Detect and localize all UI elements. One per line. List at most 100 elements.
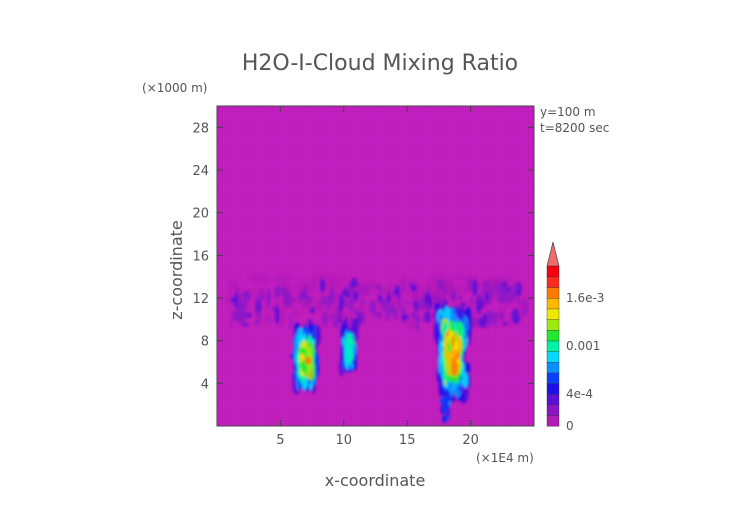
cloud-cell xyxy=(416,298,422,311)
cloud-cell xyxy=(361,299,365,305)
cloud-cell xyxy=(511,282,514,290)
cloud-cell xyxy=(425,288,445,296)
colorbar-segment xyxy=(546,361,560,374)
colorbar-segment xyxy=(546,383,560,395)
cloud-cell xyxy=(434,281,457,289)
cloud-cell xyxy=(236,297,242,312)
cloud-cell xyxy=(511,308,520,324)
cloud-cell xyxy=(422,319,431,323)
y-tick-label: 28 xyxy=(192,121,209,136)
cloud-cell xyxy=(300,347,307,355)
cloud-cell xyxy=(411,296,420,301)
cloud-cell xyxy=(398,294,402,311)
cloud-cell xyxy=(501,311,505,322)
colorbar-segment xyxy=(546,265,560,278)
colorbar-segment xyxy=(546,415,560,427)
cloud-cell xyxy=(271,306,276,312)
cloud-cell xyxy=(332,308,339,313)
colorbar-ticks: 0 4e-4 0.001 1.6e-3 xyxy=(566,291,604,433)
cloud-cell xyxy=(373,284,382,290)
cloud-cell xyxy=(460,302,467,307)
cloud-cell xyxy=(402,314,409,321)
cloud-cell xyxy=(329,287,335,306)
annotation-y: y=100 m xyxy=(540,105,596,119)
cloud-cell xyxy=(462,372,469,388)
cloud-cell xyxy=(472,301,475,314)
cloud-cell xyxy=(423,311,432,323)
cloud-cell xyxy=(257,306,261,324)
cloud-cell xyxy=(496,295,504,303)
y-tick-label: 20 xyxy=(192,207,209,222)
cloud-cell xyxy=(274,306,280,324)
cloud-cell xyxy=(431,276,446,283)
cloud-cell xyxy=(369,308,375,312)
cloud-cell xyxy=(371,313,375,318)
cloud-cell xyxy=(462,362,471,371)
cloud-cell xyxy=(358,311,361,328)
cloud-cell xyxy=(338,293,344,311)
x-tick-label: 5 xyxy=(276,433,284,448)
cloud-cell xyxy=(332,314,341,329)
cloud-cell xyxy=(384,316,391,320)
cloud-cell xyxy=(275,279,292,286)
cloud-cell xyxy=(452,274,462,281)
cloud-cell xyxy=(450,356,459,377)
cloud-cell xyxy=(493,275,515,283)
cloud-cell xyxy=(447,337,452,344)
cloud-cell xyxy=(292,297,298,301)
cloud-cell xyxy=(388,281,392,296)
cloud-cell xyxy=(480,284,499,291)
cloud-cell xyxy=(484,277,497,284)
cloud-cell xyxy=(459,395,466,401)
colorbar-tick-label: 0.001 xyxy=(566,339,600,353)
cloud-cell xyxy=(415,314,420,332)
cloud-cell xyxy=(254,319,258,326)
cloud-cell xyxy=(442,415,446,424)
cloud-field xyxy=(226,273,529,424)
cloud-cell xyxy=(357,281,376,289)
cloud-cell xyxy=(459,382,462,388)
cloud-cell xyxy=(507,289,515,303)
cloud-cell xyxy=(512,282,519,294)
colorbar-segment xyxy=(546,319,560,331)
annotation-t: t=8200 sec xyxy=(540,121,609,135)
chart-title: H2O-I-Cloud Mixing Ratio xyxy=(242,51,518,76)
cloud-cell xyxy=(266,299,270,311)
cloud-cell xyxy=(230,279,237,289)
cloud-cell xyxy=(285,284,293,291)
cloud-cell xyxy=(236,284,240,297)
y-axis-label: z-coordinate xyxy=(167,220,186,320)
cloud-cell xyxy=(439,387,444,396)
cloud-cell xyxy=(516,298,521,305)
cloud-cell xyxy=(451,335,455,349)
x-axis: 5 10 15 20 xyxy=(276,106,479,448)
cloud-cell xyxy=(349,341,353,352)
cloud-cell xyxy=(297,279,318,286)
cloud-cell xyxy=(445,394,448,400)
cloud-cell xyxy=(438,299,447,305)
cloud-cell xyxy=(502,321,508,326)
cloud-cell xyxy=(434,303,441,311)
cloud-cell xyxy=(230,297,235,303)
colorbar-segment xyxy=(546,287,560,299)
cloud-cell xyxy=(333,318,337,322)
cloud-cell xyxy=(400,285,413,293)
cloud-cell xyxy=(320,294,327,306)
cloud-cell xyxy=(439,396,446,405)
cloud-cell xyxy=(252,277,271,284)
cloud-cell xyxy=(442,404,448,413)
x-tick-label: 10 xyxy=(336,433,353,448)
cloud-cell xyxy=(329,312,333,320)
cloud-cell xyxy=(289,314,293,331)
cloud-cell xyxy=(327,277,350,284)
y-unit-label: (×1000 m) xyxy=(142,81,207,95)
cloud-cell xyxy=(348,297,354,312)
cloud-cell xyxy=(283,294,292,308)
cloud-cell xyxy=(408,318,416,330)
cloud-cell xyxy=(281,309,286,323)
colorbar-tick-label: 0 xyxy=(566,419,574,433)
cloud-cell xyxy=(421,291,426,308)
y-tick-label: 4 xyxy=(201,377,209,392)
cloud-cell xyxy=(304,356,312,365)
